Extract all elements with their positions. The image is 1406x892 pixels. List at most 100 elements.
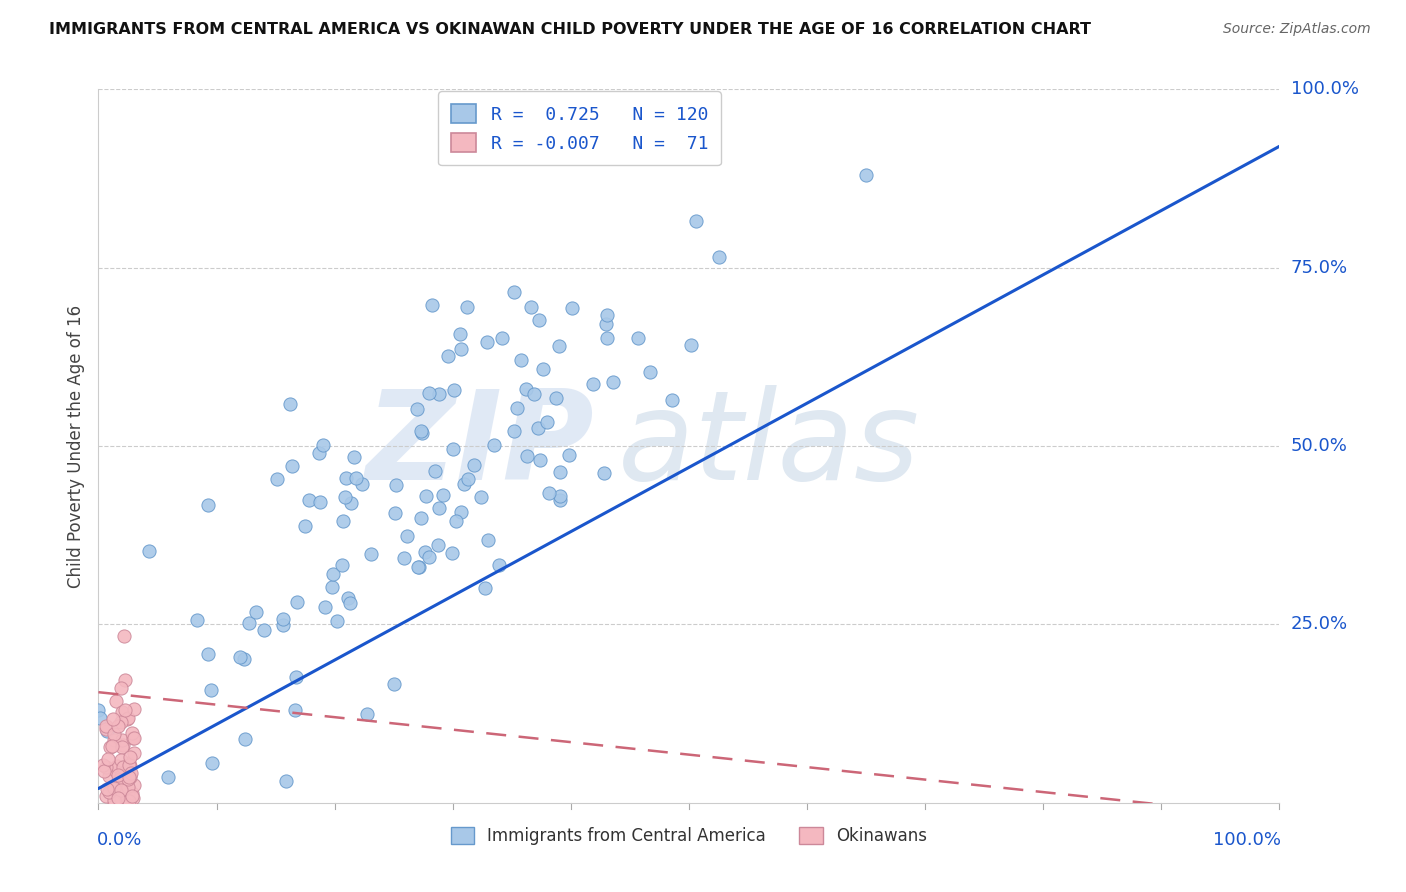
Point [100, 739, 122, 754]
Point [111, 775, 134, 789]
Point [110, 769, 132, 783]
Point [118, 757, 141, 772]
Point [112, 769, 135, 783]
Point [482, 438, 505, 452]
Point [101, 712, 124, 726]
Point [527, 312, 550, 326]
Point [112, 738, 135, 752]
Point [112, 760, 135, 774]
Point [96, 722, 118, 736]
Point [457, 472, 479, 486]
Point [477, 533, 499, 548]
Point [420, 297, 443, 311]
Point [103, 727, 125, 741]
Point [520, 300, 543, 314]
Point [157, 770, 180, 784]
Point [118, 750, 141, 764]
Point [96, 723, 118, 738]
Point [427, 501, 450, 516]
Point [418, 549, 440, 564]
Point [280, 459, 302, 474]
Point [274, 774, 297, 789]
Point [384, 507, 406, 521]
Point [115, 791, 138, 805]
Point [121, 791, 143, 805]
Point [441, 442, 464, 456]
Point [322, 566, 344, 581]
Point [558, 448, 581, 462]
Text: ZIP: ZIP [366, 385, 595, 507]
Point [344, 471, 367, 485]
Point [117, 772, 139, 787]
Point [413, 545, 436, 559]
Point [96, 719, 118, 733]
Point [406, 559, 429, 574]
Point [118, 770, 141, 784]
Point [200, 756, 222, 771]
Point [110, 753, 132, 767]
Point [418, 386, 440, 401]
Point [298, 492, 321, 507]
Point [423, 464, 446, 478]
Point [110, 772, 132, 786]
Point [103, 793, 125, 807]
Point [536, 415, 558, 429]
Point [427, 538, 450, 552]
Point [679, 337, 702, 351]
Point [87, 703, 110, 717]
Point [326, 614, 349, 628]
Point [103, 780, 125, 795]
Point [581, 377, 603, 392]
Point [510, 353, 533, 368]
Point [285, 670, 308, 684]
Point [117, 794, 139, 808]
Point [120, 765, 142, 780]
Point [103, 732, 125, 747]
Point [229, 650, 252, 665]
Point [186, 613, 208, 627]
Point [595, 308, 617, 322]
Point [638, 365, 661, 379]
Text: 100.0%: 100.0% [1212, 831, 1281, 849]
Point [94, 760, 117, 774]
Point [385, 477, 408, 491]
Point [118, 770, 141, 784]
Point [595, 318, 617, 332]
Point [463, 458, 485, 472]
Point [356, 706, 378, 721]
Point [548, 493, 571, 508]
Point [114, 765, 136, 780]
Point [103, 795, 125, 809]
Point [110, 792, 132, 806]
Point [516, 449, 538, 463]
Point [502, 285, 524, 299]
Point [441, 546, 464, 560]
Point [308, 446, 330, 460]
Point [271, 618, 294, 632]
Point [339, 596, 361, 610]
Point [450, 342, 472, 356]
Point [415, 489, 437, 503]
Point [120, 758, 142, 772]
Text: Source: ZipAtlas.com: Source: ZipAtlas.com [1223, 22, 1371, 37]
Point [491, 331, 513, 345]
Point [527, 421, 550, 435]
Point [112, 768, 135, 782]
Point [110, 714, 132, 729]
Point [394, 551, 416, 566]
Point [450, 505, 472, 519]
Point [200, 683, 222, 698]
Point [93, 764, 115, 778]
Point [111, 740, 134, 755]
Point [427, 387, 450, 401]
Point [121, 786, 143, 800]
Point [453, 476, 475, 491]
Point [707, 250, 730, 264]
Point [121, 789, 143, 804]
Point [411, 426, 433, 441]
Point [101, 782, 124, 797]
Point [121, 731, 143, 745]
Text: 75.0%: 75.0% [1291, 259, 1348, 277]
Point [98, 785, 121, 799]
Point [197, 647, 219, 661]
